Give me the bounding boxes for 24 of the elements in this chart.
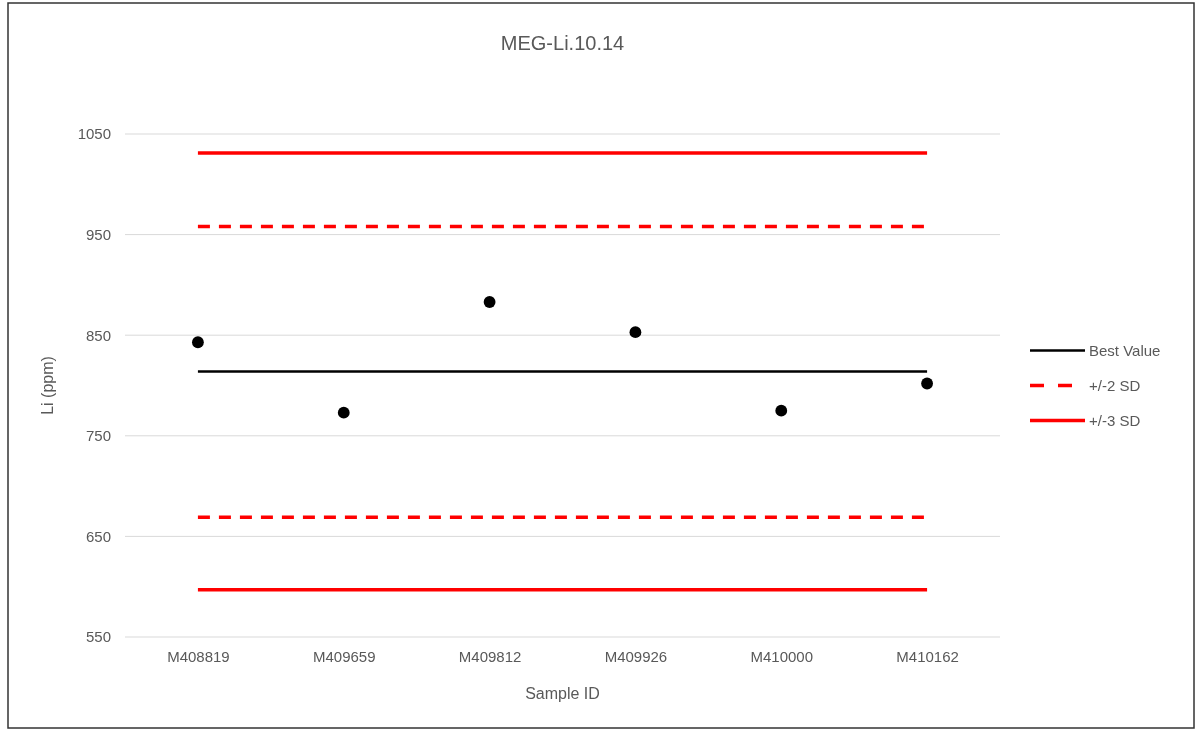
legend-label: +/-2 SD — [1089, 376, 1141, 394]
point — [775, 404, 788, 417]
y-tick-label: 950 — [85, 225, 111, 243]
y-tick-label: 550 — [85, 628, 111, 646]
x-tick-label: M410000 — [750, 647, 814, 665]
chart-title: MEG-Li.10.14 — [500, 32, 625, 54]
y-tick-label: 1050 — [77, 125, 111, 143]
point — [629, 326, 642, 339]
point — [921, 377, 933, 390]
point — [192, 336, 204, 349]
x-tick-label: M410162 — [896, 647, 959, 665]
x-tick-label: M409812 — [458, 647, 522, 665]
y-axis-title: Li (ppm) — [39, 356, 56, 415]
point — [337, 406, 350, 419]
point — [483, 296, 496, 308]
x-axis-title: Sample ID — [525, 685, 600, 702]
y-tick-label: 750 — [85, 427, 111, 445]
y-tick-label: 650 — [85, 527, 111, 545]
legend-label: +/-3 SD — [1089, 411, 1141, 429]
legend-label: Best Value — [1089, 341, 1161, 359]
x-tick-label: M409659 — [312, 647, 376, 665]
x-tick-label: M408819 — [167, 647, 230, 665]
y-tick-label: 850 — [85, 326, 111, 344]
x-tick-label: M409926 — [604, 647, 668, 665]
